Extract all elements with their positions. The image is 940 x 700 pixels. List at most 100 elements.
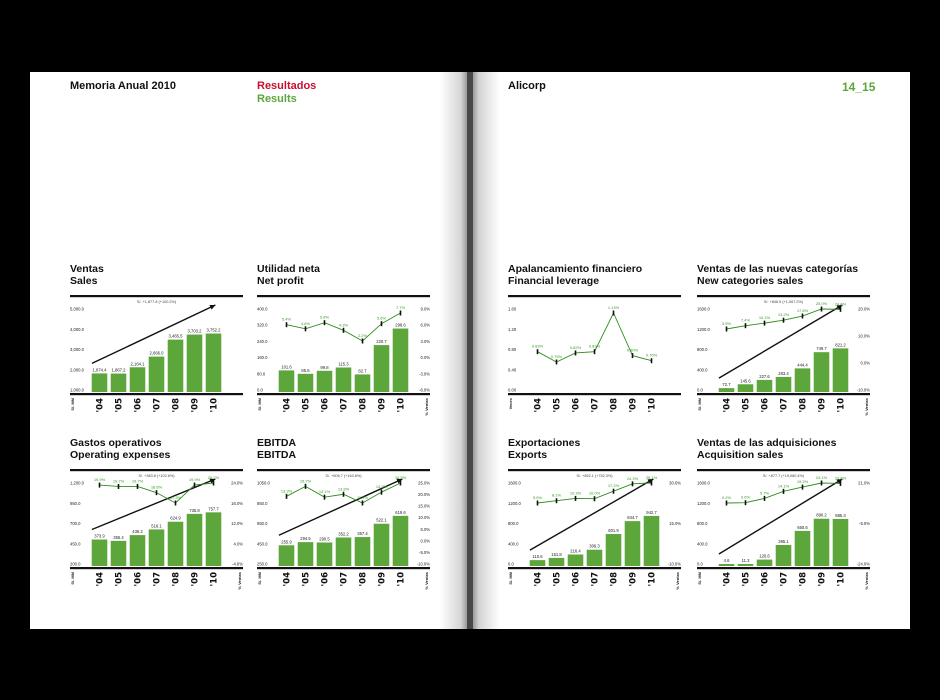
y2-tick-label: 4.0% xyxy=(233,541,243,546)
line-marker xyxy=(631,353,634,359)
category-label: '04 xyxy=(96,398,106,413)
bar xyxy=(278,545,295,566)
category-label: '09 xyxy=(629,572,639,587)
y2-tick-label: -10.0% xyxy=(417,562,431,567)
line-value-label: 5.4% xyxy=(282,317,292,322)
y2-tick-label: -3.0% xyxy=(419,371,430,376)
line-value-label: 13.2% xyxy=(778,312,790,317)
trend-note: S/. +383.8 (+102.6%) xyxy=(138,474,175,478)
chart-title-en: New categories sales xyxy=(697,275,803,287)
y-tick-label: 700.0 xyxy=(70,521,81,526)
chart-bottom-rule xyxy=(697,393,870,396)
category-label: '09 xyxy=(818,398,828,413)
chart-title-en: Net profit xyxy=(257,275,304,287)
y-tick-label: 80.0 xyxy=(257,371,266,376)
bar xyxy=(205,512,222,566)
y2-tick-label: 12.0% xyxy=(231,521,243,526)
y2-axis-unit: % Ventas xyxy=(237,571,242,589)
category-label: '09 xyxy=(818,572,828,587)
bar-value-label: 115.3 xyxy=(338,361,349,366)
chart-title-en: EBITDA xyxy=(257,449,297,461)
bar xyxy=(624,521,641,566)
category-label: '05 xyxy=(553,398,563,413)
bar-value-label: 660.6 xyxy=(797,525,808,530)
line-value-label: 14.3% xyxy=(376,484,388,489)
bar-value-label: 151.8 xyxy=(551,552,562,557)
y-tick-label: 450.0 xyxy=(257,541,268,546)
chart-top-rule xyxy=(70,295,243,298)
y-tick-label: 0.40 xyxy=(508,367,517,372)
bar-value-label: 120.6 xyxy=(759,554,770,559)
bar xyxy=(205,333,222,392)
trend-arrow-line xyxy=(91,304,216,365)
line-marker xyxy=(820,480,823,486)
y2-tick-label: -5.0% xyxy=(419,550,430,555)
category-label: '10 xyxy=(837,398,847,413)
chart-sales: Ventas Sales S/. +1,877.8 (+100.2%) 1,000.0… xyxy=(70,262,243,417)
chart-title-es: Gastos operativos xyxy=(70,437,162,449)
line-marker xyxy=(839,306,842,312)
y2-tick-label: 0.0% xyxy=(420,538,430,543)
y-axis-unit: Veces xyxy=(508,397,513,409)
bar-value-label: 735.8 xyxy=(189,508,200,513)
category-label: '04 xyxy=(723,572,733,587)
bar-value-label: 1,867.2 xyxy=(112,368,127,373)
bar-value-label: 1,874.4 xyxy=(93,367,108,372)
y2-tick-label: 3.0% xyxy=(420,339,430,344)
chart-bottom-rule xyxy=(70,567,243,570)
category-label: '06 xyxy=(321,572,331,587)
line-value-label: 5.8% xyxy=(320,315,330,320)
chart-top-rule xyxy=(697,469,870,472)
bar xyxy=(186,334,203,392)
bar xyxy=(794,530,811,566)
line-marker xyxy=(801,313,804,319)
bar-value-label: 357.4 xyxy=(357,531,368,536)
line-marker xyxy=(380,489,383,495)
category-label: '06 xyxy=(761,398,771,413)
line-marker xyxy=(536,349,539,355)
bar-value-label: 216.4 xyxy=(570,549,581,554)
y-tick-label: 5,000.0 xyxy=(70,307,85,312)
y2-tick-label: 10.0% xyxy=(858,334,870,339)
bar-value-label: 885.3 xyxy=(835,513,846,518)
line-marker xyxy=(323,494,326,500)
bar xyxy=(567,554,584,566)
bar xyxy=(643,515,660,566)
bar-value-label: 844.7 xyxy=(627,515,638,520)
y-tick-label: 1200.0 xyxy=(697,327,710,332)
line-value-label: 7.4% xyxy=(741,318,751,323)
bar xyxy=(148,356,165,392)
chart-operating-expenses: Gastos operativos Operating expenses S/. +… xyxy=(70,436,243,591)
bar xyxy=(756,379,773,392)
chart-bottom-rule xyxy=(508,393,681,396)
y-tick-label: 1200.0 xyxy=(508,501,521,506)
trend-arrow-head xyxy=(836,305,843,310)
y-tick-label: 400.0 xyxy=(508,541,519,546)
line-marker xyxy=(744,323,747,329)
bar xyxy=(316,370,333,392)
trend-note: S/. +606.7 (+163.8%) xyxy=(325,474,362,478)
bar-value-label: 436.2 xyxy=(132,529,143,534)
line-value-label: 11.7% xyxy=(357,495,368,500)
chart-bottom-rule xyxy=(257,393,430,396)
chart-top-rule xyxy=(508,469,681,472)
trend-arrow-head xyxy=(396,478,403,484)
y2-axis-unit: % Ventas xyxy=(864,571,869,589)
y-tick-label: 0.0 xyxy=(697,388,703,393)
bar xyxy=(794,368,811,392)
category-label: '05 xyxy=(115,572,125,587)
chart-top-rule xyxy=(508,295,681,298)
y-tick-label: 800.0 xyxy=(697,521,708,526)
y-tick-label: 2,000.0 xyxy=(70,367,85,372)
line-marker xyxy=(361,500,364,506)
category-label: '09 xyxy=(629,398,639,413)
trend-arrow-line xyxy=(278,478,403,536)
bar xyxy=(373,523,390,566)
line-value-label: 8.1% xyxy=(552,493,562,498)
line-marker xyxy=(725,500,728,506)
category-label: '07 xyxy=(153,572,163,587)
bar-value-label: 3,752.2 xyxy=(207,328,222,333)
